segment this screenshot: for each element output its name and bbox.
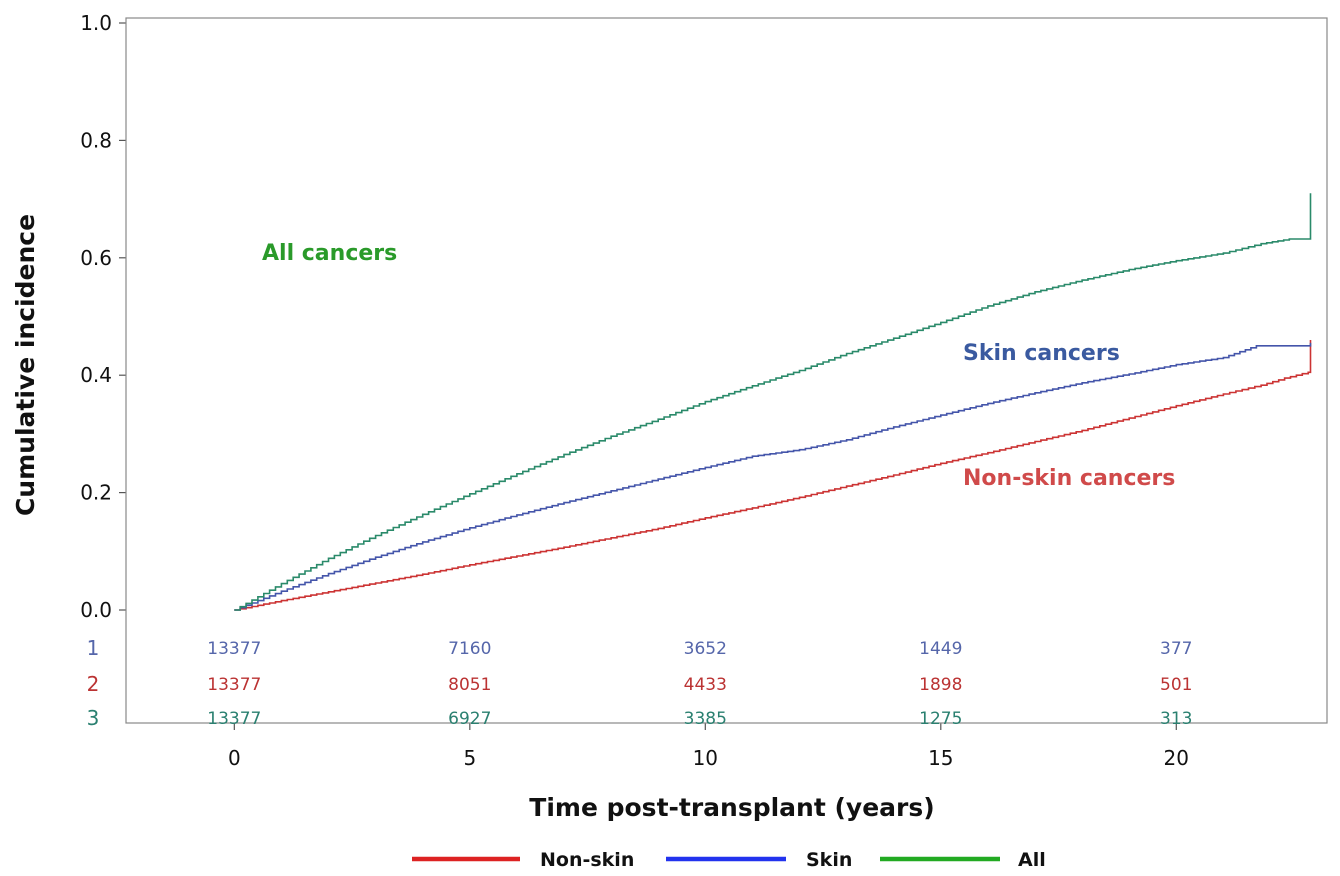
risk-value-1-2: 3652 [684,639,727,659]
risk-value-1-1: 7160 [448,639,491,659]
y-tick-label-4: 0.8 [80,128,112,152]
x-tick-label-2: 10 [693,746,718,770]
risk-value-2-3: 1898 [919,675,962,695]
curve-annotations: Non-skin cancers Skin cancers All cancers [262,241,1175,491]
risk-value-2-4: 501 [1160,675,1192,695]
x-tick-label-0: 0 [228,746,241,770]
x-axis-title: Time post-transplant (years) [529,793,934,822]
legend-label-all: All [1018,849,1046,871]
risk-value-1-3: 1449 [919,639,962,659]
risk-value-2-2: 4433 [684,675,727,695]
annotation-skin: Skin cancers [963,341,1120,366]
risk-value-2-1: 8051 [448,675,491,695]
annotation-non-skin: Non-skin cancers [963,466,1175,491]
y-axis-ticks: 0.0 0.2 0.4 0.6 0.8 1.0 [80,11,126,622]
y-tick-label-1: 0.2 [80,481,112,505]
plot-frame [125,17,1328,724]
risk-value-1-4: 377 [1160,639,1192,659]
y-tick-label-3: 0.6 [80,246,112,270]
legend: Non-skin Skin All [412,849,1046,871]
y-tick-label-2: 0.4 [80,363,112,387]
risk-value-3-2: 3385 [684,709,727,729]
y-tick-label-0: 0.0 [80,598,112,622]
risk-value-3-3: 1275 [919,709,962,729]
number-at-risk-table: 1 13377 7160 3652 1449 377 2 13377 8051 4433 1898 5… [87,636,1193,730]
risk-value-3-0: 13377 [207,709,261,729]
risk-value-1-0: 13377 [207,639,261,659]
legend-label-non-skin: Non-skin [540,849,634,871]
risk-value-3-1: 6927 [448,709,491,729]
risk-row-id-1: 1 [87,636,100,660]
risk-value-3-4: 313 [1160,709,1192,729]
series-lines [234,193,1312,611]
risk-value-2-0: 13377 [207,675,261,695]
series-line-non-skin [234,340,1312,611]
legend-label-skin: Skin [806,849,852,871]
x-axis-ticks: 0 5 10 15 20 [228,723,1189,770]
x-tick-label-3: 15 [928,746,953,770]
series-line-skin [234,342,1312,611]
x-tick-label-4: 20 [1164,746,1189,770]
x-tick-label-1: 5 [463,746,476,770]
series-line-all [234,193,1312,611]
y-tick-label-5: 1.0 [80,11,112,35]
risk-row-id-2: 2 [87,672,100,696]
risk-row-id-3: 3 [87,706,100,730]
y-axis-title: Cumulative incidence [11,214,40,516]
annotation-all: All cancers [262,241,397,266]
